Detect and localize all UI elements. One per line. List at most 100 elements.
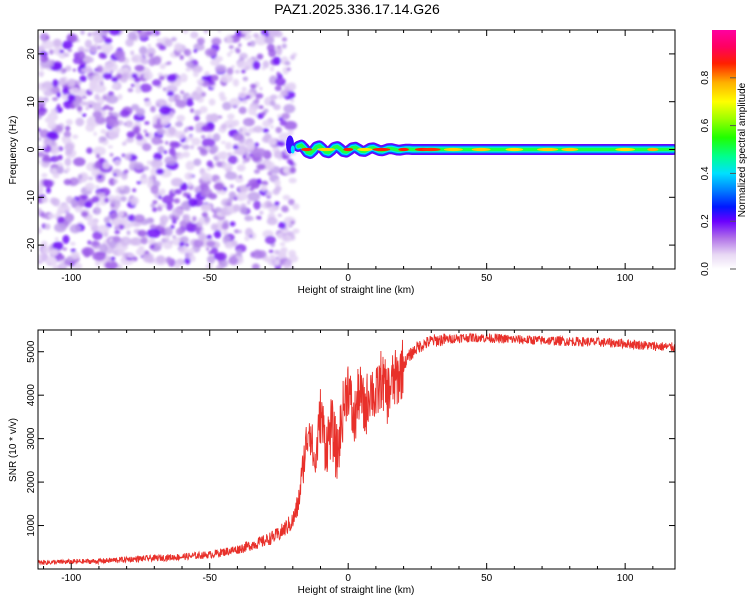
noise-speckle — [273, 150, 283, 159]
noise-speckle — [262, 60, 270, 69]
noise-speckle — [92, 110, 103, 119]
noise-speckle — [244, 227, 253, 237]
noise-speckle — [86, 147, 93, 154]
noise-speckle — [220, 140, 226, 145]
noise-speckle — [149, 174, 153, 179]
noise-speckle — [113, 159, 122, 166]
noise-speckle — [244, 235, 250, 242]
snr-point — [181, 556, 182, 557]
snr-point — [486, 337, 487, 338]
noise-speckle — [104, 197, 109, 203]
noise-speckle — [134, 214, 145, 223]
noise-speckle — [156, 128, 166, 135]
noise-speckle — [89, 79, 98, 89]
noise-speckle — [38, 159, 41, 164]
noise-speckle — [168, 95, 175, 103]
noise-speckle — [246, 141, 256, 152]
noise-speckle — [92, 31, 98, 36]
snr-point — [472, 337, 473, 338]
noise-speckle — [264, 200, 273, 209]
noise-speckle — [124, 169, 129, 174]
noise-speckle — [238, 185, 248, 192]
noise-speckle — [102, 72, 113, 80]
noise-speckle — [96, 66, 104, 73]
noise-speckle — [45, 256, 58, 267]
noise-speckle — [286, 67, 291, 72]
noise-speckle — [198, 45, 205, 51]
colorbar-tick-label: 0.4 — [700, 166, 711, 180]
noise-speckle — [164, 236, 170, 241]
snr-point — [309, 421, 310, 422]
noise-speckle — [264, 36, 275, 45]
noise-speckle — [232, 144, 239, 150]
noise-speckle — [192, 33, 196, 38]
noise-speckle — [95, 185, 100, 189]
heatmap-xlabel: Height of straight line (km) — [298, 285, 415, 296]
noise-speckle — [170, 177, 183, 187]
noise-speckle — [80, 30, 85, 35]
noise-speckle — [99, 243, 108, 253]
noise-speckle — [84, 39, 93, 49]
noise-speckle — [237, 141, 247, 148]
noise-speckle — [152, 55, 162, 66]
noise-speckle — [56, 103, 61, 108]
noise-speckle — [38, 70, 45, 77]
noise-speckle — [94, 93, 100, 101]
noise-speckle — [253, 125, 264, 133]
noise-speckle — [238, 91, 247, 99]
noise-speckle — [159, 140, 164, 144]
noise-speckle — [274, 85, 282, 92]
noise-speckle — [235, 249, 243, 256]
colorbar-label: Normalized spectral amplitude — [737, 82, 748, 217]
heatmap-ytick-label: 10 — [26, 96, 37, 108]
noise-speckle — [137, 229, 147, 237]
noise-speckle — [284, 61, 291, 66]
snr-point — [370, 386, 371, 387]
snr-frame — [37, 329, 676, 570]
noise-speckle — [73, 157, 86, 167]
colorbar-tick-label: 0.2 — [700, 214, 711, 228]
noise-speckle — [166, 61, 172, 65]
noise-speckle — [113, 195, 122, 201]
noise-speckle — [231, 240, 238, 247]
noise-speckle — [57, 165, 64, 174]
snr-point — [325, 447, 326, 448]
noise-speckle — [203, 30, 209, 34]
noise-speckle — [81, 247, 95, 257]
noise-speckle — [214, 64, 227, 73]
noise-speckle — [239, 206, 248, 215]
noise-speckle — [44, 223, 51, 230]
noise-speckle — [158, 75, 165, 81]
noise-speckle — [88, 176, 94, 181]
noise-speckle — [236, 60, 248, 69]
snr-point — [392, 382, 393, 383]
snr-ytick-label: 1000 — [26, 514, 37, 537]
noise-speckle — [43, 179, 54, 188]
noise-speckle — [229, 221, 236, 227]
noise-speckle — [147, 43, 152, 48]
noise-speckle — [62, 40, 73, 50]
noise-speckle — [65, 65, 72, 72]
noise-speckle — [199, 106, 208, 114]
noise-speckle — [164, 226, 173, 237]
noise-speckle — [252, 147, 267, 158]
noise-speckle — [120, 76, 128, 83]
noise-speckle — [159, 105, 172, 116]
noise-speckle — [91, 195, 100, 203]
noise-speckle — [166, 74, 177, 82]
noise-speckle — [174, 188, 182, 195]
noise-speckle — [288, 177, 297, 184]
snr-xtick-label: 100 — [617, 573, 634, 584]
noise-speckle — [164, 38, 173, 47]
noise-speckle — [107, 119, 120, 128]
noise-speckle — [177, 94, 182, 100]
noise-speckle — [272, 56, 282, 66]
noise-speckle — [193, 49, 198, 53]
noise-speckle — [85, 182, 95, 192]
noise-speckle — [161, 203, 167, 208]
noise-speckle — [233, 229, 240, 234]
noise-speckle — [266, 217, 278, 226]
noise-speckle — [241, 30, 251, 35]
noise-speckle — [176, 152, 181, 156]
